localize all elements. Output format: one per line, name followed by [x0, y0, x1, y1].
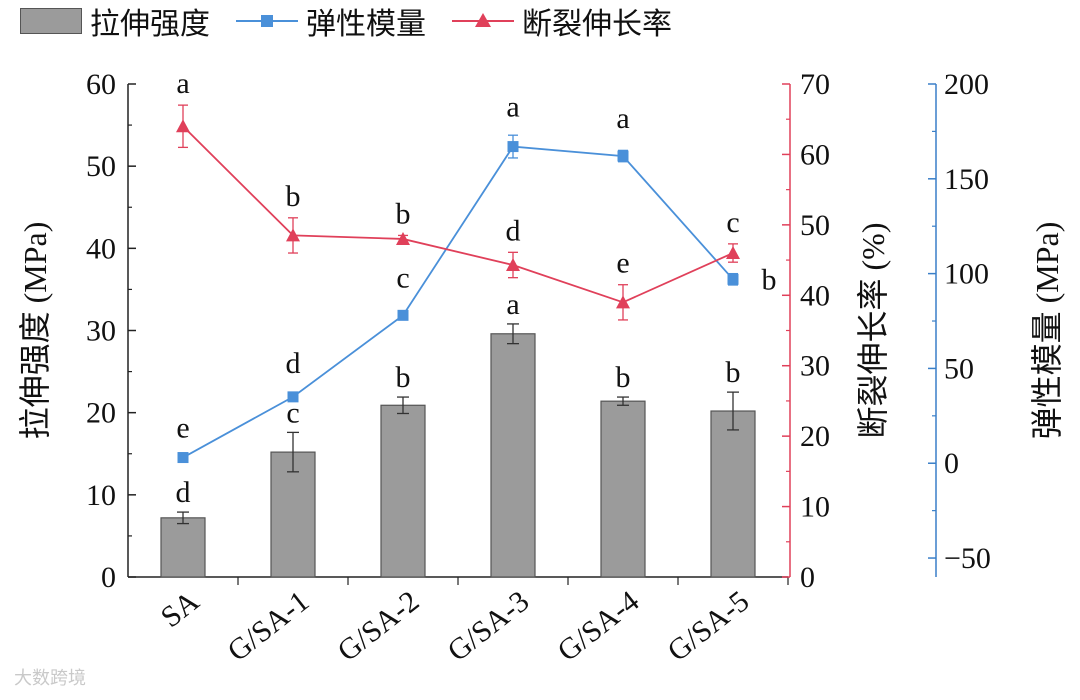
- right-blue-tick-label: 100: [944, 258, 989, 291]
- right-blue-tick-label: 200: [944, 68, 989, 101]
- x-category-label: SA: [155, 584, 206, 634]
- elongation-sig-letter: b: [286, 180, 301, 213]
- left-tick-label: 40: [86, 232, 116, 265]
- elongation-sig-letter: e: [616, 247, 629, 280]
- elongation-point-1: [286, 228, 300, 242]
- modulus-point-1: [287, 391, 299, 403]
- x-category-label: G/SA-1: [221, 585, 315, 668]
- modulus-sig-letter: c: [396, 261, 409, 294]
- legend-label-tensile: 拉伸强度: [90, 7, 210, 42]
- right-red-tick-label: 60: [800, 138, 830, 171]
- right-red-tick-label: 0: [800, 561, 815, 594]
- right-red-tick-label: 70: [800, 68, 830, 101]
- left-tick-label: 10: [86, 479, 116, 512]
- right-red-axis-title: 断裂伸长率 (%): [855, 223, 891, 439]
- right-blue-tick-label: 50: [944, 352, 974, 385]
- legend-label-modulus: 弹性模量: [306, 7, 426, 42]
- legend-item-modulus: 弹性模量: [236, 0, 426, 43]
- modulus-line: [182, 145, 734, 459]
- left-tick-label: 60: [86, 68, 116, 101]
- elongation-point-5: [726, 246, 740, 260]
- legend-item-tensile: 拉伸强度: [20, 0, 210, 43]
- bar-sig-letter: b: [726, 356, 741, 389]
- elongation-point-2: [396, 231, 410, 245]
- bar-sig-letter: b: [616, 361, 631, 394]
- modulus-sig-letter: a: [616, 102, 629, 135]
- watermark: 大数跨境: [14, 668, 86, 689]
- right-red-tick-label: 50: [800, 209, 830, 242]
- elongation-sig-letter: b: [396, 197, 411, 230]
- bar-tensile-1: [270, 451, 316, 578]
- left-tick-label: 50: [86, 150, 116, 183]
- x-category-label: G/SA-4: [551, 585, 645, 668]
- bar-tensile-4: [600, 400, 646, 578]
- modulus-point-3: [507, 141, 519, 153]
- bar-tensile-2: [380, 404, 426, 578]
- right-red-tick-label: 30: [800, 350, 830, 383]
- right-red-tick-label: 10: [800, 491, 830, 524]
- elongation-point-4: [616, 295, 630, 309]
- elongation-point-0: [176, 119, 190, 133]
- modulus-point-0: [177, 452, 189, 464]
- x-category-label: G/SA-2: [331, 585, 425, 668]
- bar-tensile-0: [160, 517, 206, 578]
- legend-modulus-swatch: [236, 15, 298, 27]
- elongation-point-3: [506, 258, 520, 272]
- bar-sig-letter: b: [396, 361, 411, 394]
- modulus-point-4: [617, 150, 629, 162]
- bar-sig-letter: a: [506, 288, 519, 321]
- legend: 拉伸强度 弹性模量 断裂伸长率: [20, 0, 698, 43]
- modulus-sig-letter: e: [176, 412, 189, 445]
- left-tick-label: 0: [101, 561, 116, 594]
- elongation-sig-letter: d: [506, 214, 521, 247]
- right-blue-tick-label: −50: [944, 542, 991, 575]
- x-category-label: G/SA-3: [441, 585, 535, 668]
- left-tick-label: 30: [86, 315, 116, 348]
- legend-elongation-swatch: [452, 13, 514, 27]
- left-tick-label: 20: [86, 397, 116, 430]
- modulus-point-2: [397, 309, 409, 321]
- bar-sig-letter: d: [176, 476, 191, 509]
- right-blue-tick-label: 0: [944, 447, 959, 480]
- x-category-label: G/SA-5: [661, 585, 755, 668]
- bar-tensile-3: [490, 333, 536, 578]
- modulus-sig-letter: a: [506, 91, 519, 124]
- left-axis-title: 拉伸强度 (MPa): [17, 222, 53, 440]
- bar-sig-letter: c: [286, 396, 299, 429]
- modulus-sig-letter: d: [286, 347, 301, 380]
- legend-item-elongation: 断裂伸长率: [452, 0, 672, 43]
- legend-label-elongation: 断裂伸长率: [522, 7, 672, 42]
- right-red-tick-label: 20: [800, 420, 830, 453]
- modulus-sig-letter: b: [762, 263, 777, 296]
- legend-bar-swatch: [20, 8, 82, 34]
- right-blue-axis-title: 弹性模量 (MPa): [1029, 222, 1065, 440]
- modulus-point-5: [727, 273, 739, 285]
- right-red-tick-label: 40: [800, 279, 830, 312]
- elongation-sig-letter: c: [726, 206, 739, 239]
- elongation-line: [182, 125, 734, 304]
- right-blue-tick-label: 150: [944, 163, 989, 196]
- bar-tensile-5: [710, 410, 756, 578]
- elongation-sig-letter: a: [176, 67, 189, 100]
